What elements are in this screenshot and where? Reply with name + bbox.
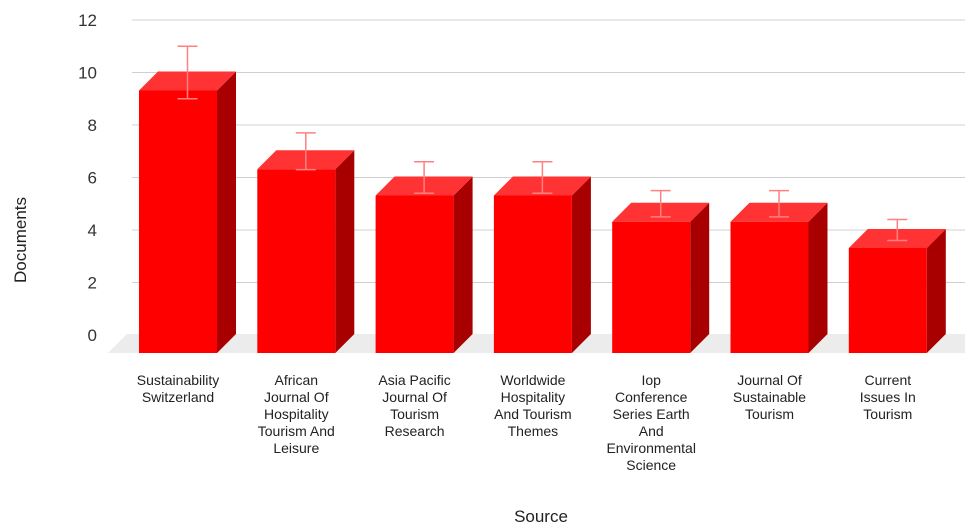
y-axis-title: Documents (11, 197, 30, 283)
bar-front-face (375, 195, 454, 353)
x-category-label: African Journal Of Hospitality Tourism And L… (258, 372, 335, 456)
bar (375, 176, 473, 353)
bar-front-face (612, 221, 691, 353)
bar (139, 71, 236, 353)
y-tick-label: 8 (88, 116, 97, 135)
bar-side-face (690, 202, 710, 353)
x-category-label: Worldwide Hospitality And Tourism Themes (494, 372, 572, 439)
bar-front-face (848, 248, 927, 353)
bar-front-face (257, 169, 336, 353)
x-category-label: Current Issues In Tourism (860, 372, 916, 422)
error-bar (769, 189, 789, 218)
bar-front-face (493, 195, 572, 353)
error-bar (532, 161, 553, 194)
y-tick-label: 10 (78, 64, 97, 83)
bar-side-face (453, 176, 473, 353)
bar (848, 229, 946, 353)
x-axis-categories: Sustainability Switzerland African Journal … (137, 372, 916, 473)
y-tick-label: 2 (88, 274, 97, 293)
bar (612, 202, 710, 353)
x-category-label: Journal Of Sustainable Tourism (733, 372, 806, 422)
y-tick-label: 0 (88, 326, 97, 345)
y-tick-label: 6 (88, 169, 97, 188)
bar-side-face (335, 150, 355, 353)
x-category-label: Sustainability Switzerland (137, 372, 220, 405)
bar (730, 202, 828, 353)
error-bar (887, 218, 908, 242)
error-bar (177, 45, 198, 100)
x-axis-title: Source (514, 507, 568, 524)
bar-side-face (571, 176, 591, 353)
bar-side-face (217, 71, 236, 353)
x-category-label: Iop Conference Series Earth And Environmenta… (606, 372, 696, 473)
bar-side-face (808, 202, 828, 353)
y-axis-ticks: 0 2 4 6 8 10 12 (78, 11, 97, 345)
bar-front-face (139, 90, 217, 353)
error-bar (650, 189, 671, 218)
bar (257, 150, 355, 353)
bar-front-face (730, 221, 809, 353)
y-tick-label: 12 (78, 11, 97, 30)
bars (139, 71, 946, 353)
x-category-label: Asia Pacific Journal Of Tourism Research (378, 372, 450, 439)
error-bars (177, 45, 908, 242)
bar-side-face (926, 229, 946, 353)
bar (493, 176, 591, 353)
error-bar (295, 132, 316, 171)
y-tick-label: 4 (88, 221, 97, 240)
error-bar (414, 161, 435, 194)
